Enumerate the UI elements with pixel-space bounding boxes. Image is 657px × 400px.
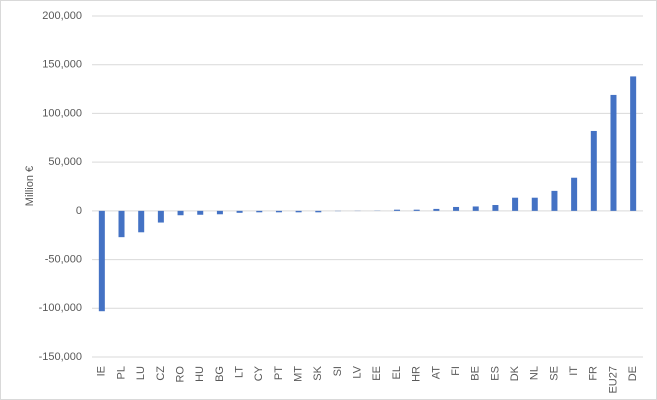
bar — [610, 94, 617, 211]
x-tick-label: RO — [174, 366, 186, 383]
bar — [177, 210, 184, 216]
x-tick-label: BE — [470, 366, 482, 381]
bar — [492, 205, 499, 211]
x-tick-label: ES — [489, 366, 501, 381]
bar — [413, 209, 420, 211]
x-tick-label: SE — [548, 366, 560, 381]
x-tick-label: HU — [194, 366, 206, 382]
bar — [138, 210, 145, 233]
x-tick-label: CZ — [155, 366, 167, 381]
bar — [551, 190, 558, 211]
y-tick-label: 100,000 — [42, 107, 82, 119]
y-tick-label: -100,000 — [39, 302, 82, 314]
bar — [216, 210, 223, 215]
y-tick-label: -50,000 — [45, 253, 82, 265]
y-tick-label: 50,000 — [48, 156, 82, 168]
bar — [236, 210, 243, 213]
bar — [197, 210, 204, 215]
y-tick-label: 150,000 — [42, 59, 82, 71]
x-tick-label: LT — [233, 366, 245, 378]
x-tick-label: AT — [430, 366, 442, 380]
bar — [98, 210, 105, 312]
x-tick-label: SI — [332, 366, 344, 376]
bar — [531, 197, 538, 211]
x-tick-label: NL — [529, 366, 541, 380]
bar — [472, 206, 479, 211]
y-tick-label: 200,000 — [42, 10, 82, 22]
x-tick-label: EU27 — [607, 366, 619, 394]
x-tick-label: PT — [273, 366, 285, 380]
x-tick-label: MT — [293, 366, 305, 382]
x-tick-label: EE — [371, 366, 383, 381]
bar — [295, 210, 302, 213]
x-tick-label: PL — [115, 366, 127, 379]
x-tick-label: FR — [588, 366, 600, 381]
x-tick-label: HR — [411, 366, 423, 382]
x-tick-label: CY — [253, 365, 265, 381]
bar — [315, 210, 322, 213]
bar — [512, 197, 519, 211]
x-tick-label: SK — [312, 365, 324, 380]
x-tick-label: LU — [135, 366, 147, 380]
y-tick-label: -150,000 — [39, 351, 82, 363]
y-tick-label: 0 — [76, 205, 82, 217]
bar — [394, 209, 401, 211]
bar — [275, 210, 282, 213]
x-tick-label: EL — [391, 366, 403, 379]
x-tick-label: FI — [450, 366, 462, 376]
bar — [256, 210, 263, 213]
bar — [630, 76, 637, 211]
x-tick-label: BG — [214, 366, 226, 382]
x-tick-label: DK — [509, 365, 521, 381]
y-axis-label: Million € — [24, 166, 36, 206]
x-tick-label: IT — [568, 366, 580, 376]
x-tick-label: LV — [352, 365, 364, 378]
x-tick-label: IE — [96, 366, 108, 376]
bar — [590, 130, 597, 211]
bar — [453, 206, 460, 211]
bar — [157, 210, 164, 223]
bar — [433, 208, 440, 211]
x-tick-label: DE — [627, 366, 639, 381]
bar — [571, 177, 578, 211]
bar — [118, 210, 125, 238]
